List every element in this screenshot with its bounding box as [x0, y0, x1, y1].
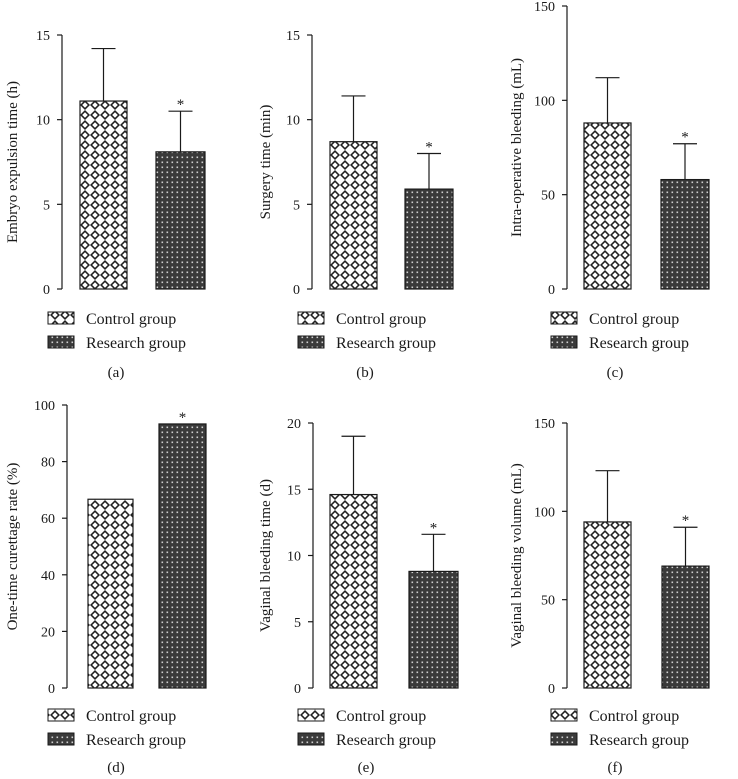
panel-caption: (e)	[358, 760, 375, 776]
significance-marker: *	[177, 97, 185, 113]
legend: Control group Research group	[550, 311, 689, 352]
legend: Control group Research group	[550, 708, 689, 749]
y-tick-label: 0	[48, 682, 55, 697]
legend-label-research: Research group	[336, 732, 436, 749]
bar-research	[155, 151, 206, 290]
y-tick-label: 15	[287, 483, 301, 498]
bar-research	[404, 188, 454, 290]
y-tick-label: 150	[534, 0, 555, 15]
legend-label-control: Control group	[336, 311, 426, 328]
panels: 0 5 10 15 Embryo expulsion time (h) * Control …	[5, 0, 710, 776]
chart-panel-1: 0 5 10 15 Embryo expulsion time (h) * Control …	[5, 29, 206, 381]
y-axis-title: Intra-operative bleeding (mL)	[509, 58, 525, 237]
bar-research	[661, 565, 710, 689]
y-tick-label: 50	[541, 189, 555, 204]
legend-label-research: Research group	[86, 335, 186, 352]
y-tick-label: 50	[541, 594, 555, 609]
bar-control	[329, 141, 378, 290]
bar-control	[583, 122, 632, 290]
y-tick-label: 150	[534, 417, 555, 432]
y-tick-label: 5	[293, 198, 300, 213]
bar-control	[329, 493, 378, 689]
legend-label-control: Control group	[589, 708, 679, 725]
legend-swatch-research	[297, 732, 325, 746]
y-tick-label: 5	[43, 198, 50, 213]
y-tick-label: 100	[534, 505, 555, 520]
legend-label-control: Control group	[86, 708, 176, 725]
y-tick-label: 0	[43, 283, 50, 298]
legend-swatch-research	[550, 732, 578, 746]
bar-control	[87, 498, 134, 689]
y-tick-label: 0	[548, 283, 555, 298]
chart-panel-4: 0 20 40 60 80 100 One-time curettage rate (%) *…	[5, 399, 207, 776]
y-tick-label: 10	[286, 114, 300, 129]
legend-swatch-research	[297, 335, 325, 349]
y-tick-label: 10	[287, 550, 301, 565]
chart-panel-3: 0 50 100 150 Intra-operative bleeding (mL) * C…	[509, 0, 710, 381]
y-tick-label: 10	[36, 114, 50, 129]
bar-research	[158, 423, 207, 689]
y-tick-label: 15	[286, 29, 300, 44]
y-tick-label: 60	[41, 512, 55, 527]
significance-marker: *	[681, 130, 689, 146]
legend-swatch-control	[47, 311, 75, 325]
legend-label-research: Research group	[589, 732, 689, 749]
bar-research	[408, 570, 459, 689]
legend-swatch-control	[297, 311, 325, 325]
legend-label-control: Control group	[589, 311, 679, 328]
legend-label-control: Control group	[86, 311, 176, 328]
panel-caption: (a)	[108, 365, 125, 381]
legend: Control group Research group	[47, 311, 186, 352]
significance-marker: *	[682, 513, 690, 529]
chart-panel-6: 0 50 100 150 Vaginal bleeding volume (mL) * Co…	[509, 417, 710, 776]
y-axis-title: Vaginal bleeding volume (mL)	[509, 463, 525, 648]
y-axis-title: Embryo expulsion time (h)	[5, 81, 21, 243]
significance-marker: *	[425, 140, 433, 156]
y-tick-label: 20	[41, 625, 55, 640]
legend-swatch-research	[550, 335, 578, 349]
y-tick-label: 20	[287, 417, 301, 432]
chart-panel-2: 0 5 10 15 Surgery time (min) * Control group Re…	[258, 29, 454, 381]
y-axis-title: Vaginal bleeding time (d)	[258, 479, 274, 632]
legend-swatch-control	[550, 311, 578, 325]
y-tick-label: 80	[41, 456, 55, 471]
legend-swatch-control	[47, 708, 75, 722]
panel-caption: (f)	[608, 760, 623, 776]
y-tick-label: 100	[534, 94, 555, 109]
panel-caption: (c)	[607, 365, 624, 381]
bar-control	[79, 100, 128, 290]
legend: Control group Research group	[297, 708, 436, 749]
panel-caption: (d)	[107, 760, 125, 776]
legend-label-control: Control group	[336, 708, 426, 725]
legend: Control group Research group	[47, 708, 186, 749]
legend-label-research: Research group	[589, 335, 689, 352]
panel-caption: (b)	[356, 365, 374, 381]
y-tick-label: 0	[548, 682, 555, 697]
legend-swatch-control	[297, 708, 325, 722]
y-axis-title: One-time curettage rate (%)	[5, 463, 21, 631]
legend-label-research: Research group	[336, 335, 436, 352]
y-axis-title: Surgery time (min)	[258, 105, 274, 220]
legend-swatch-research	[47, 732, 75, 746]
y-tick-label: 15	[36, 29, 50, 44]
legend: Control group Research group	[297, 311, 436, 352]
y-tick-label: 0	[294, 682, 301, 697]
legend-label-research: Research group	[86, 732, 186, 749]
y-tick-label: 0	[293, 283, 300, 298]
legend-swatch-research	[47, 335, 75, 349]
bar-control	[583, 521, 632, 689]
significance-marker: *	[179, 410, 187, 426]
chart-panel-5: 0 5 10 15 20 Vaginal bleeding time (d) * Contro…	[258, 417, 459, 776]
y-tick-label: 5	[294, 616, 301, 631]
legend-swatch-control	[550, 708, 578, 722]
significance-marker: *	[430, 520, 438, 536]
y-tick-label: 100	[34, 399, 55, 414]
y-tick-label: 40	[41, 569, 55, 584]
bar-research	[660, 178, 710, 290]
